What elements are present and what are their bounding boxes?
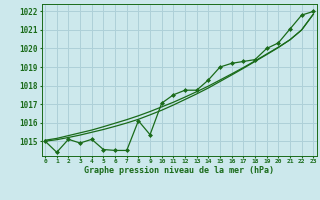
X-axis label: Graphe pression niveau de la mer (hPa): Graphe pression niveau de la mer (hPa) [84,166,274,175]
